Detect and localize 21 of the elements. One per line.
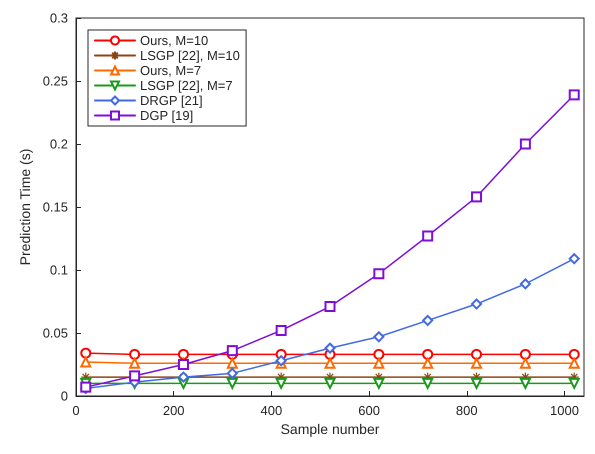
legend-label: LSGP [22], M=10	[140, 48, 240, 63]
y-tick-label: 0.2	[50, 136, 68, 152]
y-tick-label: 0.1	[50, 262, 68, 278]
y-tick-label: 0.25	[42, 74, 68, 88]
x-tick-label: 1000	[550, 403, 579, 418]
x-tick-label: 0	[72, 403, 80, 418]
y-axis-title: Prediction Time (s)	[16, 148, 33, 266]
x-tick-label: 200	[162, 403, 185, 418]
y-tick-label: 0	[60, 388, 68, 404]
legend-label: Ours, M=10	[140, 33, 208, 48]
y-tick-label: 0.15	[42, 200, 68, 214]
legend-label: Ours, M=7	[140, 63, 202, 78]
y-tick-label: 0.05	[42, 326, 68, 340]
x-tick-label: 400	[260, 403, 282, 418]
x-tick-label: 600	[358, 403, 380, 418]
legend-label: DGP [19]	[140, 108, 194, 123]
y-tick-label: 0.3	[50, 10, 68, 26]
x-tick-label: 800	[456, 403, 478, 418]
legend-label: DRGP [21]	[140, 93, 203, 108]
legend-label: LSGP [22], M=7	[140, 78, 233, 93]
x-axis-title: Sample number	[280, 421, 380, 437]
